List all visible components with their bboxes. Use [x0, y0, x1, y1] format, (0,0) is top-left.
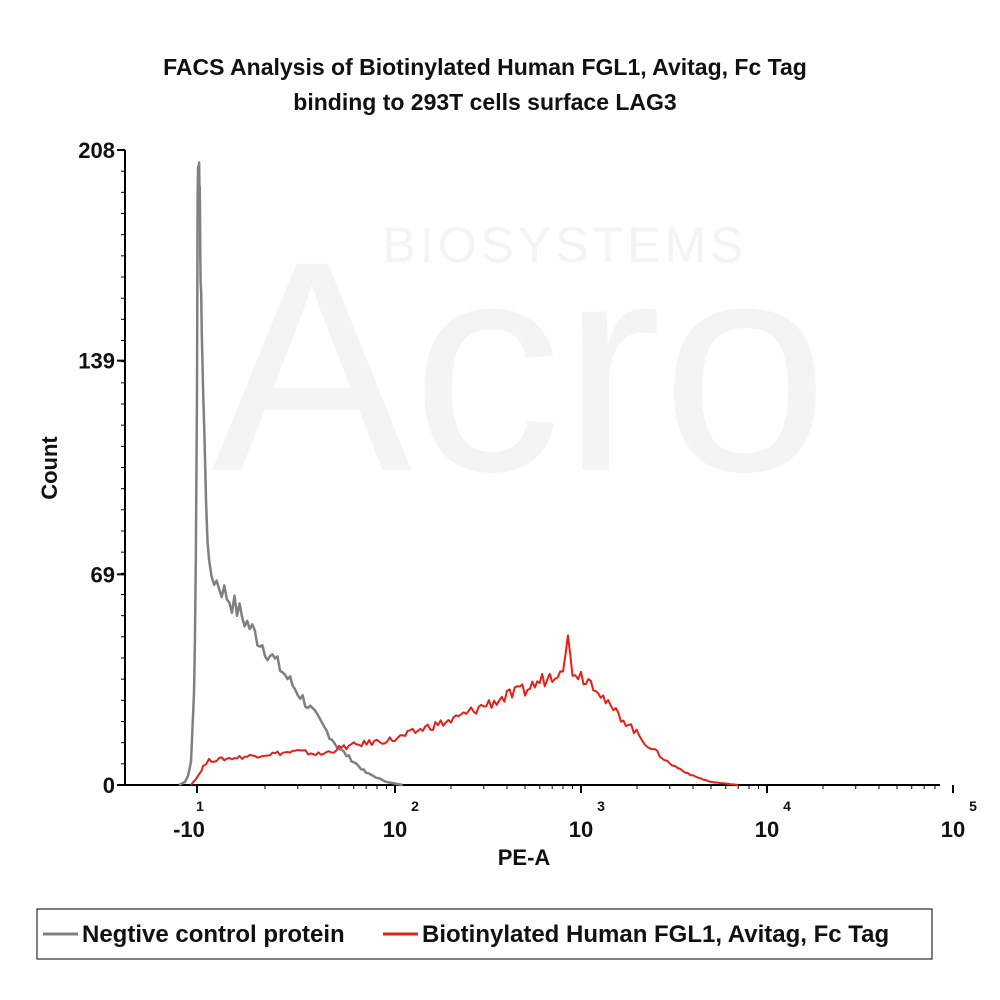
- watermark: BIOSYSTEMS Acro: [212, 198, 829, 534]
- chart-subtitle: binding to 293T cells surface LAG3: [293, 89, 676, 115]
- y-tick-label: 69: [91, 562, 115, 587]
- x-tick-label: 10: [383, 817, 407, 842]
- legend: Negtive control protein Biotinylated Hum…: [36, 908, 933, 960]
- y-axis-ticks: 0 69 139 208: [78, 138, 125, 798]
- legend-label-fgl1: Biotinylated Human FGL1, Avitag, Fc Tag: [422, 921, 889, 948]
- watermark-sub: BIOSYSTEMS: [382, 217, 747, 273]
- x-tick-exponent: 4: [783, 798, 791, 814]
- series-line-0: [178, 161, 403, 787]
- legend-box: [36, 908, 933, 960]
- y-tick-label: 208: [78, 138, 115, 163]
- x-tick-label: -10: [173, 817, 205, 842]
- chart-title: FACS Analysis of Biotinylated Human FGL1…: [163, 54, 807, 80]
- legend-label-negative-control: Negtive control protein: [82, 921, 345, 948]
- series-line-1: [190, 634, 739, 786]
- x-tick-label: 10: [755, 817, 779, 842]
- x-tick-exponent: 5: [969, 798, 977, 814]
- x-tick-exponent: 1: [196, 798, 204, 814]
- y-axis-label: Count: [37, 436, 62, 500]
- x-tick-label: 10: [569, 817, 593, 842]
- watermark-brand: Acro: [212, 198, 829, 534]
- x-tick-label: 10: [941, 817, 965, 842]
- y-tick-label: 139: [78, 349, 115, 374]
- y-tick-label: 0: [103, 773, 115, 798]
- x-tick-exponent: 2: [411, 798, 419, 814]
- series-layer: [178, 161, 739, 787]
- x-axis-label: PE-A: [498, 845, 551, 870]
- x-tick-exponent: 3: [597, 798, 605, 814]
